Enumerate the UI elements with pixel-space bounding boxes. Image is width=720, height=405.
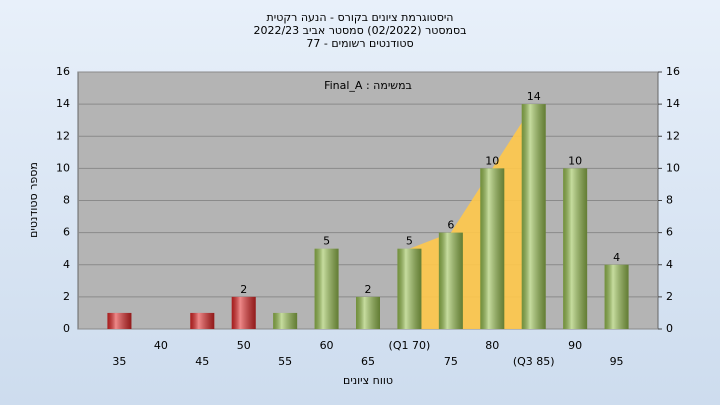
data-label: 5 xyxy=(406,235,413,248)
bar-shading xyxy=(521,104,546,329)
x-tick-label: 95 xyxy=(610,355,624,368)
bar-shading xyxy=(314,248,339,329)
bar-shading xyxy=(273,312,298,329)
data-label: 6 xyxy=(447,219,454,232)
y2-tick-label: 16 xyxy=(666,65,680,78)
y-tick-label: 8 xyxy=(63,194,70,207)
y-tick-label: 16 xyxy=(56,65,70,78)
chart-title: היסטוגרמת ציונים בקורס - הנעה רקטית xyxy=(267,11,454,24)
y-tick-label: 0 xyxy=(63,322,70,335)
x-tick-label: 80 xyxy=(485,339,499,352)
y2-tick-label: 10 xyxy=(666,161,680,174)
data-label: 5 xyxy=(323,235,330,248)
y-tick-label: 6 xyxy=(63,226,70,239)
y2-tick-label: 4 xyxy=(666,258,673,271)
x-tick-label: 75 xyxy=(444,355,458,368)
x-tick-label: 50 xyxy=(237,339,251,352)
x-tick-label: 90 xyxy=(568,339,582,352)
y2-tick-label: 6 xyxy=(666,226,673,239)
x-tick-label: 65 xyxy=(361,355,375,368)
x-tick-label: 55 xyxy=(278,355,292,368)
x-tick-label: (Q3 85) xyxy=(513,355,555,368)
y2-tick-label: 0 xyxy=(666,322,673,335)
x-tick-label: 40 xyxy=(154,339,168,352)
bar-shading xyxy=(563,168,588,329)
x-axis-label: טווח ציונים xyxy=(343,374,393,387)
y2-tick-label: 2 xyxy=(666,290,673,303)
bar-shading xyxy=(438,232,463,329)
x-tick-label: 35 xyxy=(112,355,126,368)
bar-shading xyxy=(107,312,132,329)
bar-shading xyxy=(231,296,256,329)
data-label: 10 xyxy=(568,154,582,167)
x-tick-label: 60 xyxy=(320,339,334,352)
chart-subtitle: סטודנטים רשומים - 77 xyxy=(306,37,413,50)
y-tick-label: 2 xyxy=(63,290,70,303)
bar-shading xyxy=(604,264,629,329)
data-label: 14 xyxy=(527,90,541,103)
y-tick-label: 4 xyxy=(63,258,70,271)
data-label: 4 xyxy=(613,251,620,264)
annotation: במשימה : Final_A xyxy=(324,79,412,92)
y2-tick-label: 14 xyxy=(666,97,680,110)
bar-shading xyxy=(480,168,505,329)
data-label: 2 xyxy=(365,283,372,296)
y-tick-label: 10 xyxy=(56,161,70,174)
x-tick-label: (Q1 70) xyxy=(389,339,431,352)
data-label: 10 xyxy=(485,154,499,167)
bar-shading xyxy=(356,296,380,329)
y2-tick-label: 8 xyxy=(666,194,673,207)
x-tick-label: 45 xyxy=(195,355,209,368)
y-tick-label: 12 xyxy=(56,129,70,142)
bar-shading xyxy=(397,248,422,329)
bar-shading xyxy=(190,312,215,329)
chart-subtitle: בסמסטר (02/2022) סמסטר אביב 2022/23 xyxy=(253,24,466,37)
data-label: 2 xyxy=(240,283,247,296)
y-axis-label: מספר סטודנטים xyxy=(27,162,40,238)
y-tick-label: 14 xyxy=(56,97,70,110)
y2-tick-label: 12 xyxy=(666,129,680,142)
